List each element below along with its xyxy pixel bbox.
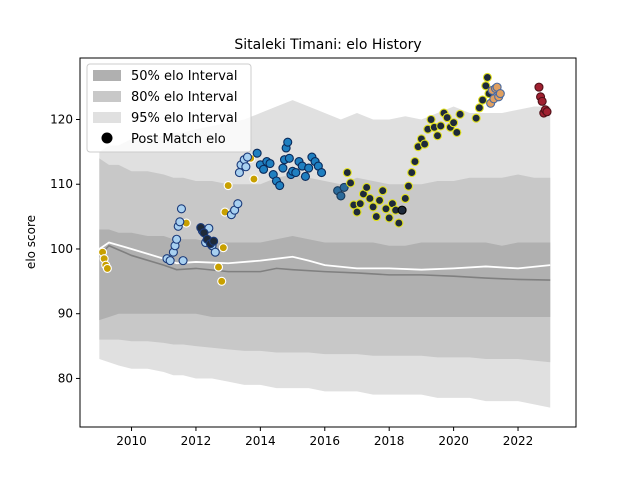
y-tick-label: 90: [58, 307, 73, 321]
legend-label-80: 80% elo Interval: [131, 90, 238, 105]
elo-point: [355, 199, 365, 209]
elo-point: [345, 178, 356, 188]
elo-point: [213, 262, 224, 272]
y-axis: 80 90 100 110 120: [50, 113, 80, 385]
elo-point: [291, 168, 301, 178]
elo-point: [362, 182, 372, 193]
y-axis-label: elo score: [24, 215, 38, 269]
elo-point: [481, 81, 491, 91]
x-tick-label: 2012: [181, 434, 212, 448]
elo-point: [284, 153, 294, 163]
elo-point: [304, 163, 314, 173]
legend-swatch-50: [93, 70, 121, 81]
elo-point: [336, 191, 346, 201]
elo-point: [478, 95, 488, 105]
elo-point: [394, 218, 404, 228]
legend-frame: [86, 63, 252, 153]
elo-point: [165, 256, 175, 266]
elo-point: [176, 204, 186, 214]
mean-elo-line: [98, 244, 551, 281]
elo-point: [436, 121, 446, 131]
elo-point: [249, 174, 259, 184]
elo-point: [397, 205, 407, 215]
legend-label-50: 50% elo Interval: [131, 69, 238, 84]
chart-title: Sitaleki Timani: elo History: [234, 37, 421, 53]
elo-point: [403, 181, 414, 191]
elo-point: [278, 163, 288, 173]
elo-point: [102, 263, 112, 273]
elo-point: [410, 157, 420, 167]
plot-frame: [79, 57, 577, 428]
legend-label-post-match: Post Match elo: [131, 132, 226, 147]
elo-point: [178, 256, 188, 266]
elo-point: [542, 107, 552, 117]
y-tick-label: 110: [50, 177, 73, 191]
elo-point: [407, 168, 417, 178]
elo-point: [317, 168, 327, 178]
elo-point: [365, 193, 375, 204]
elo-point: [495, 89, 505, 99]
elo-point: [172, 234, 182, 244]
elo-point: [241, 162, 251, 172]
elo-point: [534, 82, 544, 92]
x-tick-label: 2020: [438, 434, 469, 448]
elo-point: [426, 114, 436, 125]
legend-swatch-80: [93, 91, 121, 102]
elo-point: [223, 180, 233, 191]
elo-point: [252, 148, 262, 158]
band-50-interval: [99, 229, 551, 321]
elo-point: [218, 243, 228, 253]
elo-point: [378, 186, 388, 196]
elo-point: [242, 152, 253, 162]
y-tick-label: 80: [58, 371, 73, 385]
elo-point: [537, 96, 547, 106]
legend: 50% elo Interval 80% elo Interval 95% el…: [86, 63, 252, 153]
elo-point: [300, 171, 311, 182]
x-axis: 2010 2012 2014 2016 2018 2020 2022: [116, 427, 533, 448]
elo-point: [374, 195, 385, 205]
y-tick-label: 120: [50, 113, 73, 127]
elo-point: [175, 217, 185, 227]
elo-point: [339, 182, 349, 193]
elo-point: [400, 193, 410, 204]
elo-point: [449, 118, 459, 128]
elo-point: [352, 207, 362, 217]
elo-point: [275, 180, 285, 191]
elo-point: [234, 168, 244, 178]
elo-point: [442, 113, 452, 123]
post-match-points: [98, 72, 552, 286]
legend-marker-post-match: [101, 132, 113, 144]
elo-point: [420, 139, 430, 149]
elo-point: [452, 127, 462, 137]
elo-point: [233, 199, 243, 209]
elo-point: [217, 276, 227, 286]
elo-point: [209, 236, 219, 246]
elo-point: [342, 168, 352, 178]
x-tick-label: 2018: [374, 434, 405, 448]
plot-area: [98, 72, 552, 408]
y-tick-label: 100: [50, 242, 73, 256]
elo-point: [455, 109, 465, 119]
elo-point: [384, 213, 394, 223]
elo-point: [482, 72, 492, 82]
x-tick-label: 2016: [310, 434, 341, 448]
elo-point: [471, 113, 481, 123]
legend-label-95: 95% elo Interval: [131, 111, 238, 126]
elo-point: [368, 202, 378, 212]
legend-swatch-95: [93, 112, 121, 123]
elo-point: [432, 131, 443, 141]
elo-point: [210, 247, 220, 257]
elo-point: [259, 164, 269, 174]
elo-point: [474, 103, 484, 113]
x-tick-label: 2014: [245, 434, 276, 448]
elo-point: [283, 137, 293, 147]
elo-point: [265, 158, 275, 169]
x-tick-label: 2022: [503, 434, 534, 448]
x-tick-label: 2010: [116, 434, 147, 448]
elo-point: [371, 212, 381, 222]
elo-point: [381, 204, 391, 214]
